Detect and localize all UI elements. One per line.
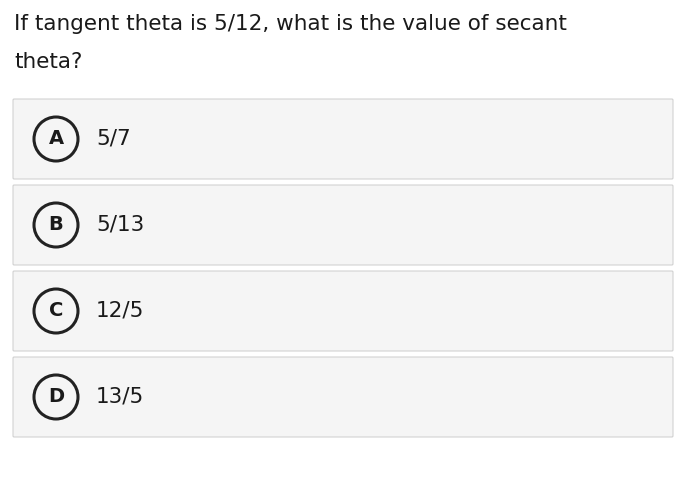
Circle shape — [34, 375, 78, 419]
Text: 5/7: 5/7 — [96, 129, 131, 149]
FancyBboxPatch shape — [13, 99, 673, 179]
Text: If tangent theta is 5/12, what is the value of secant: If tangent theta is 5/12, what is the va… — [14, 14, 567, 34]
Text: 12/5: 12/5 — [96, 301, 144, 321]
Circle shape — [34, 117, 78, 161]
Text: theta?: theta? — [14, 52, 82, 72]
Circle shape — [34, 289, 78, 333]
Text: A: A — [49, 130, 64, 148]
Circle shape — [34, 203, 78, 247]
Text: D: D — [48, 387, 64, 407]
Text: 5/13: 5/13 — [96, 215, 144, 235]
FancyBboxPatch shape — [13, 357, 673, 437]
Text: 13/5: 13/5 — [96, 387, 144, 407]
Text: B: B — [49, 216, 63, 235]
FancyBboxPatch shape — [13, 271, 673, 351]
Text: C: C — [49, 301, 63, 321]
FancyBboxPatch shape — [13, 185, 673, 265]
